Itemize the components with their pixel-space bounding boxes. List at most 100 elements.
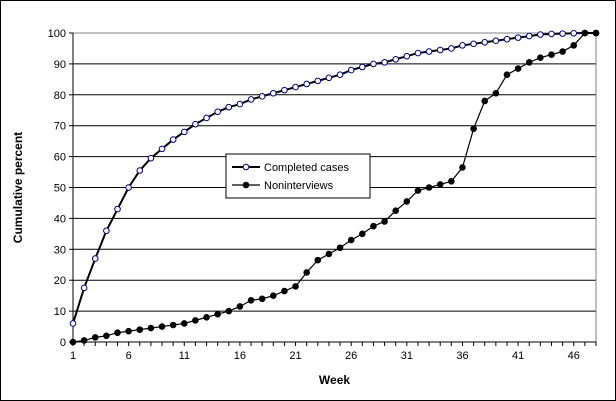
data-point-completed-cases — [559, 30, 566, 37]
data-point-noninterviews — [158, 323, 166, 330]
data-point-noninterviews — [581, 29, 589, 37]
x-axis-title: Week — [319, 373, 350, 387]
data-point-noninterviews — [69, 338, 77, 346]
y-tick-label: 80 — [54, 90, 66, 102]
data-point-completed-cases — [192, 120, 199, 128]
y-tick-label: 10 — [54, 306, 66, 318]
legend: Completed cases Noninterviews — [225, 153, 371, 199]
data-point-completed-cases — [80, 284, 88, 292]
data-point-completed-cases — [481, 38, 489, 46]
data-point-completed-cases — [125, 184, 132, 191]
data-point-noninterviews — [347, 236, 355, 244]
data-point-noninterviews — [325, 250, 333, 258]
x-tick-label: 31 — [401, 350, 413, 362]
data-point-completed-cases — [69, 320, 77, 327]
data-point-noninterviews — [192, 317, 199, 324]
y-tick-label: 50 — [54, 183, 66, 195]
data-point-noninterviews — [425, 184, 433, 191]
data-point-noninterviews — [80, 337, 88, 344]
legend-marker — [242, 181, 250, 189]
data-point-completed-cases — [247, 96, 255, 103]
data-point-noninterviews — [91, 334, 99, 341]
data-point-noninterviews — [381, 218, 388, 225]
data-point-noninterviews — [214, 310, 221, 318]
y-tick-label: 20 — [54, 275, 66, 287]
data-point-completed-cases — [347, 66, 355, 74]
data-point-completed-cases — [525, 32, 533, 40]
data-point-noninterviews — [258, 295, 266, 303]
data-point-noninterviews — [492, 89, 500, 97]
x-tick-label: 11 — [179, 350, 190, 362]
data-point-completed-cases — [537, 31, 544, 38]
data-point-noninterviews — [448, 178, 455, 185]
data-point-completed-cases — [214, 108, 221, 116]
data-point-noninterviews — [470, 125, 477, 133]
data-point-completed-cases — [425, 48, 433, 55]
data-point-completed-cases — [414, 49, 422, 57]
data-point-noninterviews — [514, 65, 522, 72]
data-point-noninterviews — [169, 321, 177, 329]
data-point-completed-cases — [292, 83, 299, 91]
x-tick-label: 6 — [126, 350, 132, 362]
y-tick-label: 40 — [54, 213, 66, 225]
y-tick-label: 60 — [54, 152, 66, 164]
legend-label: Completed cases — [264, 162, 349, 174]
data-point-noninterviews — [525, 59, 533, 66]
data-point-noninterviews — [125, 327, 132, 335]
data-point-noninterviews — [370, 222, 377, 230]
data-point-noninterviews — [392, 207, 400, 214]
data-point-noninterviews — [225, 307, 233, 315]
data-point-noninterviews — [114, 329, 121, 337]
data-point-completed-cases — [136, 167, 144, 174]
data-point-completed-cases — [114, 205, 121, 213]
y-tick-label: 0 — [60, 337, 66, 349]
y-tick-label: 30 — [54, 244, 66, 256]
data-point-noninterviews — [247, 296, 255, 304]
data-point-noninterviews — [203, 313, 210, 321]
data-point-completed-cases — [169, 136, 177, 143]
data-point-completed-cases — [225, 103, 233, 111]
data-point-completed-cases — [203, 114, 210, 122]
data-point-completed-cases — [392, 55, 400, 63]
x-tick-label: 41 — [512, 350, 524, 362]
data-point-noninterviews — [180, 320, 188, 327]
data-point-noninterviews — [570, 42, 578, 49]
data-point-noninterviews — [269, 292, 277, 299]
data-point-noninterviews — [592, 29, 600, 37]
data-point-completed-cases — [503, 35, 511, 43]
data-point-completed-cases — [303, 80, 310, 88]
data-point-completed-cases — [325, 74, 333, 82]
data-point-completed-cases — [359, 63, 366, 71]
data-point-completed-cases — [180, 128, 188, 136]
x-tick-label: 26 — [345, 350, 357, 362]
y-axis-title: Cumulative percent — [11, 132, 25, 243]
legend-marker — [242, 163, 250, 171]
data-point-completed-cases — [314, 77, 322, 85]
data-point-completed-cases — [269, 89, 277, 97]
data-point-noninterviews — [459, 164, 466, 171]
data-point-completed-cases — [336, 71, 344, 79]
data-point-completed-cases — [370, 60, 377, 68]
data-point-completed-cases — [103, 227, 110, 235]
data-point-noninterviews — [503, 71, 511, 79]
data-point-noninterviews — [281, 287, 288, 295]
data-point-completed-cases — [381, 59, 388, 66]
y-tick-label: 90 — [54, 59, 66, 71]
data-point-completed-cases — [448, 45, 455, 52]
data-point-noninterviews — [403, 198, 411, 205]
data-point-noninterviews — [436, 181, 444, 188]
data-point-noninterviews — [236, 303, 244, 310]
data-point-noninterviews — [136, 326, 144, 333]
data-point-completed-cases — [459, 42, 466, 49]
data-point-noninterviews — [147, 324, 155, 332]
data-point-completed-cases — [548, 30, 555, 38]
y-tick-label: 100 — [48, 28, 66, 40]
data-point-noninterviews — [303, 269, 310, 276]
data-point-completed-cases — [281, 86, 288, 94]
data-point-completed-cases — [158, 145, 166, 153]
data-point-noninterviews — [548, 51, 555, 58]
data-point-noninterviews — [336, 244, 344, 252]
data-point-noninterviews — [559, 48, 566, 55]
